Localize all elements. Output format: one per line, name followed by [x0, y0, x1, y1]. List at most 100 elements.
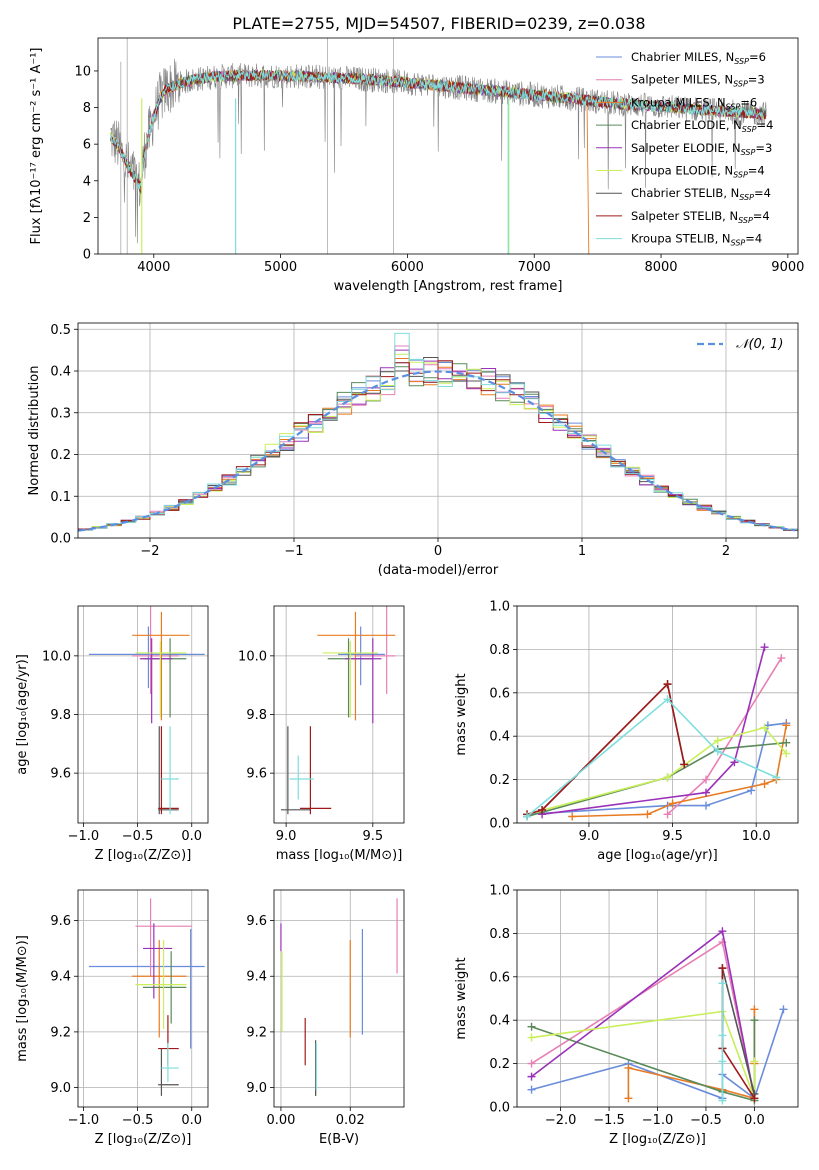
y-axis-label: mass weight [454, 957, 469, 1039]
weight-marker [568, 812, 577, 821]
weight-line [526, 682, 686, 816]
legend-entry: Chabrier MILES, NSSP=6 [596, 50, 766, 66]
legend-label-name: Salpeter ELODIE, N [631, 141, 741, 155]
plot-area [280, 898, 398, 1096]
weight-marker [663, 773, 672, 782]
y-tick-label: 9.2 [246, 1025, 267, 1040]
legend-label: Kroupa ELODIE, NSSP=4 [631, 164, 765, 180]
y-tick-label: 9.6 [246, 914, 267, 929]
normal-distribution-curve [78, 370, 796, 532]
weight-marker [663, 810, 672, 819]
y-tick-label: 0.4 [489, 730, 510, 745]
x-axis-label: (data-model)/error [378, 563, 499, 578]
errorbar-point [132, 606, 179, 694]
weight-marker [779, 1005, 788, 1014]
y-tick-label: 9.6 [246, 767, 267, 782]
weight-line [526, 741, 787, 818]
weight-marker [643, 810, 652, 819]
y-tick-label: 0.3 [50, 406, 71, 421]
plot-area [527, 927, 788, 1105]
errorbar-point [88, 928, 205, 1049]
y-axis-label: Flux [fλ10⁻¹⁷ erg cm⁻² s⁻¹ A⁻¹] [29, 48, 44, 245]
plot-area [280, 606, 396, 815]
weight-marker [718, 1057, 727, 1066]
weight-marker [760, 643, 769, 652]
weight-marker [718, 964, 727, 973]
legend-label: Salpeter MILES, NSSP=3 [631, 73, 765, 89]
y-tick-label: 9.8 [50, 708, 71, 723]
legend-label-count: =4 [748, 164, 765, 178]
legend-entry: 𝒩(0, 1) [697, 337, 783, 352]
errorbar-point [355, 606, 396, 694]
weight-marker [750, 1094, 759, 1103]
legend-label-name: Chabrier STELIB, N [631, 186, 739, 200]
weight-marker [523, 812, 532, 821]
axes-frame [273, 889, 405, 1108]
x-axis-label: age [log₁₀(age/yr)] [597, 848, 718, 863]
legend-label-subscript: SSP [742, 125, 757, 134]
y-tick-label: 9.8 [246, 708, 267, 723]
y-tick-label: 0.0 [489, 1101, 510, 1116]
legend-label: Chabrier STELIB, NSSP=4 [631, 186, 771, 202]
model-spectrum-line [110, 69, 767, 189]
x-tick-label: 4000 [137, 260, 170, 275]
plot-area [78, 332, 798, 533]
legend-label-name: Chabrier ELODIE, N [631, 118, 742, 132]
legend-label-name: Kroupa ELODIE, N [631, 164, 733, 178]
y-tick-label: 9.0 [246, 1081, 267, 1096]
grid-lines [78, 890, 208, 1107]
legend-label-subscript: SSP [741, 148, 756, 157]
errorbar-point [317, 611, 396, 721]
weight-series [523, 680, 689, 819]
errorbar-point [135, 898, 192, 977]
spectrum-panel: 4000 5000 6000 7000 8000 9000 0 2 4 6 8 10 wavelengt… [29, 37, 804, 294]
legend-label-name: Kroupa MILES, N [631, 95, 726, 109]
legend-label: Salpeter ELODIE, NSSP=3 [631, 141, 772, 157]
legend-entry: Salpeter STELIB, NSSP=4 [596, 209, 770, 225]
weight-series [718, 979, 727, 1105]
y-tick-label: 0.8 [489, 643, 510, 658]
errorbar-point [143, 638, 187, 718]
y-tick-label: 0.6 [489, 686, 510, 701]
weight-marker [750, 1016, 759, 1025]
legend-label-count: =4 [745, 232, 762, 246]
weight-marker [750, 1057, 759, 1066]
y-tick-label: 9.4 [246, 970, 267, 985]
weight-marker [772, 773, 781, 782]
legend-label-count: =3 [755, 141, 772, 155]
errorbar-point [161, 1043, 179, 1082]
axes-frame [77, 605, 209, 824]
weight-marker [668, 799, 677, 808]
weight-marker [527, 1059, 536, 1068]
weight-series [663, 654, 786, 819]
x-tick-label: 0.0 [744, 1113, 765, 1128]
x-tick-label: 0.0 [181, 1113, 202, 1128]
weight-marker [713, 736, 722, 745]
plot-area [523, 643, 791, 821]
y-tick-label: 0.4 [489, 1014, 510, 1029]
x-tick-label: −1.5 [593, 1113, 625, 1128]
errorbar-point [161, 726, 179, 815]
legend-entry: Kroupa STELIB, NSSP=4 [596, 232, 762, 248]
x-axis-label: Z [log₁₀(Z/Z⊙)] [609, 1132, 706, 1147]
x-tick-label: −1.0 [68, 829, 100, 844]
legend-label-subscript: SSP [733, 80, 748, 89]
x-tick-label: −0.5 [122, 829, 154, 844]
weight-marker [527, 1022, 536, 1031]
y-tick-label: 1.0 [489, 884, 510, 899]
x-tick-label: 7000 [518, 260, 551, 275]
x-tick-label: −2.0 [545, 1113, 577, 1128]
y-tick-label: 6 [83, 138, 91, 153]
legend-label-count: =3 [748, 73, 765, 87]
y-tick-label: 2 [83, 211, 91, 226]
legend-entry: Chabrier ELODIE, NSSP=4 [596, 118, 773, 134]
weight-marker [624, 1063, 633, 1072]
x-tick-label: −1.0 [642, 1113, 674, 1128]
weight-line [572, 725, 788, 818]
x-tick-label: 9.5 [662, 829, 683, 844]
weight-marker [777, 654, 786, 663]
weight-series [523, 695, 781, 821]
weight-series [523, 719, 791, 819]
y-tick-label: 0.6 [489, 970, 510, 985]
